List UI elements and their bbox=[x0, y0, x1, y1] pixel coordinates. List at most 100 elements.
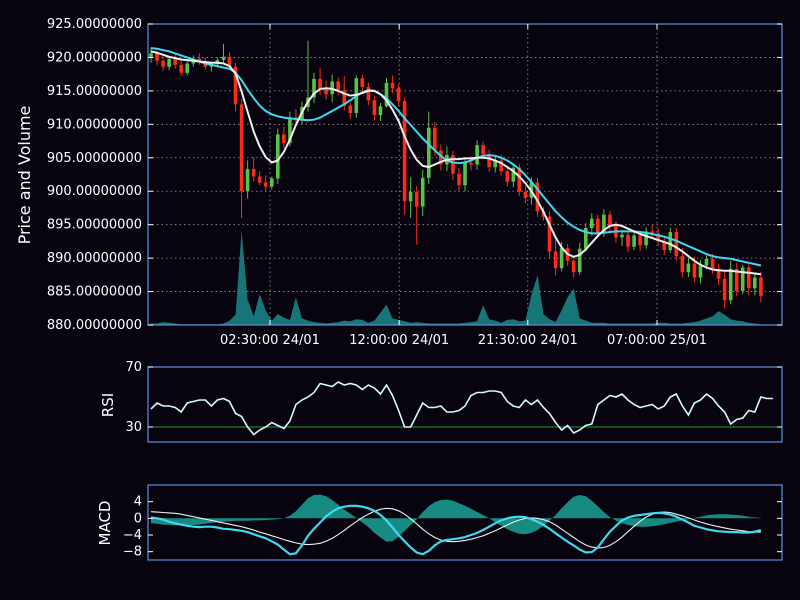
candle-body bbox=[686, 263, 691, 273]
price-xtick-label: 02:30:00 24/01 bbox=[220, 333, 320, 348]
candle-body bbox=[511, 167, 516, 182]
candle-body bbox=[674, 232, 679, 257]
price-ylabel: Price and Volume bbox=[15, 106, 34, 245]
candle-body bbox=[457, 173, 461, 186]
macd-y-ticks: −8 −4 04 bbox=[123, 495, 782, 560]
macd-ytick-label: −8 bbox=[123, 545, 142, 560]
candle-body bbox=[227, 56, 232, 67]
price-ytick-label: 915.00000000 bbox=[47, 84, 142, 99]
candle-body bbox=[740, 267, 745, 291]
candle-body bbox=[638, 235, 642, 246]
candle-body bbox=[577, 248, 582, 273]
candle-body bbox=[698, 265, 703, 278]
rsi-panel: 30 70 RSI bbox=[99, 360, 783, 443]
ma-fast-line bbox=[150, 50, 762, 276]
candle-body bbox=[469, 162, 473, 165]
candle-body bbox=[185, 63, 189, 73]
macd-ytick-label: −4 bbox=[123, 528, 142, 543]
macd-ytick-label: 4 bbox=[134, 495, 142, 510]
ma-slow-line bbox=[150, 47, 762, 267]
candle-body bbox=[348, 105, 353, 113]
price-ytick-label: 900.00000000 bbox=[47, 184, 142, 199]
candle-body bbox=[722, 278, 727, 301]
candle-body bbox=[734, 268, 739, 291]
candle-body bbox=[149, 53, 153, 58]
macd-histogram-area bbox=[151, 494, 761, 542]
price-gridlines bbox=[148, 24, 782, 325]
candle-body bbox=[372, 100, 377, 115]
rsi-ytick-label: 70 bbox=[125, 360, 142, 375]
candle-body bbox=[753, 277, 757, 289]
candle-body bbox=[716, 268, 721, 279]
candle-body bbox=[596, 218, 600, 233]
candle-body bbox=[221, 56, 226, 61]
candle-body bbox=[759, 277, 763, 297]
candle-body bbox=[662, 240, 666, 251]
candle-body bbox=[487, 154, 491, 168]
candle-body bbox=[324, 88, 328, 95]
candle-body bbox=[427, 127, 431, 178]
price-ytick-label: 910.00000000 bbox=[47, 117, 142, 132]
candle-body bbox=[276, 134, 280, 179]
candle-body bbox=[263, 182, 268, 187]
candle-body bbox=[433, 127, 437, 151]
candle-body bbox=[414, 191, 419, 207]
rsi-ytick-label: 30 bbox=[125, 420, 142, 435]
candle-body bbox=[523, 191, 528, 198]
price-panel: 880.00000000 885.00000000 890.00000000 895.… bbox=[15, 17, 783, 348]
candle-body bbox=[608, 214, 612, 226]
candle-body bbox=[378, 106, 383, 115]
price-ytick-label: 895.00000000 bbox=[47, 218, 142, 233]
candle-body bbox=[571, 260, 576, 273]
price-ytick-label: 925.00000000 bbox=[47, 17, 142, 32]
candle-body bbox=[553, 251, 558, 269]
candle-body bbox=[451, 155, 455, 174]
candle-body bbox=[318, 78, 322, 89]
candle-body bbox=[626, 234, 630, 247]
candle-body bbox=[270, 178, 274, 187]
candle-body bbox=[312, 78, 316, 98]
candle-body bbox=[233, 66, 238, 105]
candle-body bbox=[602, 214, 606, 233]
rsi-line bbox=[150, 381, 773, 436]
price-xtick-label: 21:30:00 24/01 bbox=[478, 333, 578, 348]
candle-body bbox=[517, 167, 522, 192]
candle-body bbox=[710, 258, 715, 269]
price-xtick-label: 12:00:00 24/01 bbox=[349, 333, 449, 348]
candle-body bbox=[360, 78, 365, 87]
candle-body bbox=[704, 258, 709, 266]
candle-body bbox=[499, 160, 503, 172]
candle-body bbox=[408, 191, 413, 202]
candle-body bbox=[257, 176, 262, 183]
candle-body bbox=[559, 248, 564, 269]
candle-body bbox=[656, 233, 660, 241]
candle-body bbox=[366, 86, 371, 101]
macd-axes-frame bbox=[147, 484, 783, 561]
macd-line bbox=[150, 504, 762, 556]
candle-body bbox=[179, 64, 183, 73]
price-x-ticks: 02:30:00 24/01 12:00:00 24/01 21:30:00 24/… bbox=[220, 24, 707, 348]
candle-body bbox=[330, 81, 334, 95]
candle-body bbox=[535, 182, 540, 212]
candle-body bbox=[728, 268, 733, 301]
candle-body bbox=[650, 231, 654, 234]
macd-ylabel: MACD bbox=[96, 501, 114, 546]
candle-body bbox=[239, 104, 244, 192]
price-ytick-label: 890.00000000 bbox=[47, 251, 142, 266]
candle-body bbox=[342, 90, 346, 106]
candle-body bbox=[336, 81, 340, 91]
price-xtick-label: 07:00:00 25/01 bbox=[607, 333, 707, 348]
candle-body bbox=[390, 82, 395, 89]
candle-body bbox=[644, 231, 648, 246]
candle-body bbox=[282, 134, 286, 144]
candle-body bbox=[288, 117, 292, 143]
candle-body bbox=[439, 150, 443, 165]
candle-body bbox=[584, 228, 588, 249]
moving-averages bbox=[150, 47, 762, 276]
candle-body bbox=[161, 60, 165, 67]
candle-body bbox=[505, 171, 510, 182]
candle-body bbox=[692, 263, 697, 278]
macd-ytick-label: 0 bbox=[134, 511, 142, 526]
candle-body bbox=[167, 58, 171, 67]
